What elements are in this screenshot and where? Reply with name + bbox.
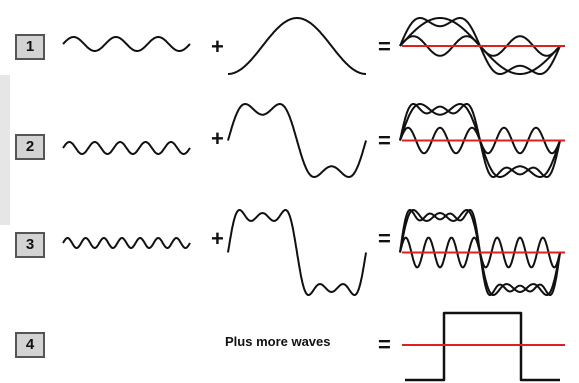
plus-more-waves-label: Plus more waves <box>225 334 331 349</box>
plus-sign-2: + <box>211 126 224 151</box>
partial-sum-wave-2 <box>227 103 367 178</box>
equals-sign-1: = <box>378 34 391 59</box>
step-3-box: 3 <box>15 232 45 258</box>
harmonic-wave-1 <box>62 36 191 52</box>
step-1-box: 1 <box>15 34 45 60</box>
equals-sign-2: = <box>378 128 391 153</box>
step-2-box: 2 <box>15 134 45 160</box>
harmonic-wave-2 <box>62 141 191 155</box>
fundamental-wave <box>227 17 367 75</box>
step-4-box: 4 <box>15 332 45 358</box>
equals-sign-4: = <box>378 332 391 357</box>
partial-sum-wave-3 <box>227 209 367 296</box>
harmonic-wave-3 <box>62 237 191 249</box>
square-wave <box>405 311 560 382</box>
plus-sign-1: + <box>211 34 224 59</box>
equals-sign-3: = <box>378 226 391 251</box>
plus-sign-3: + <box>211 226 224 251</box>
left-edge-shade <box>0 75 10 225</box>
